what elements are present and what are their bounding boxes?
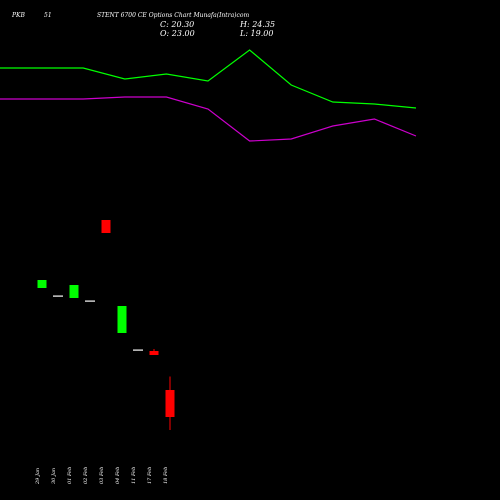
x-tick-label: 03 Feb <box>99 467 105 484</box>
candle-body-4 <box>85 300 95 302</box>
candle-body-7 <box>133 349 143 351</box>
high-value: H: 24.35 <box>240 20 276 29</box>
x-tick-label: 01 Feb <box>67 467 73 484</box>
series-line-2 <box>0 96 417 142</box>
open-value: O: 23.00 <box>160 29 195 38</box>
candle-body-5 <box>101 220 111 233</box>
x-tick-label: 02 Feb <box>83 467 89 484</box>
x-tick-label: 30 Jan <box>51 468 57 484</box>
header-left-label: PKB <box>12 12 25 19</box>
candle-body-8 <box>149 351 159 355</box>
x-tick-label: 29 Jan <box>35 468 41 485</box>
candle-body-6 <box>117 306 127 333</box>
x-tick-label: 17 Feb <box>147 467 153 484</box>
candle-body-9 <box>165 390 175 417</box>
low-value: L: 19.00 <box>240 29 274 38</box>
series-code-label: 51 <box>44 12 52 19</box>
candle-body-3 <box>69 285 79 298</box>
close-value: C: 20.30 <box>160 20 195 29</box>
chart-title: STENT 6700 CE Options Chart Munafa(Intra… <box>97 12 250 19</box>
candle-body-2 <box>53 295 63 297</box>
series-line-1 <box>0 49 417 109</box>
x-tick-label: 11 Feb <box>131 467 137 484</box>
x-tick-label: 04 Feb <box>115 467 121 484</box>
candle-body-1 <box>37 280 47 288</box>
x-tick-label: 18 Feb <box>163 467 169 484</box>
